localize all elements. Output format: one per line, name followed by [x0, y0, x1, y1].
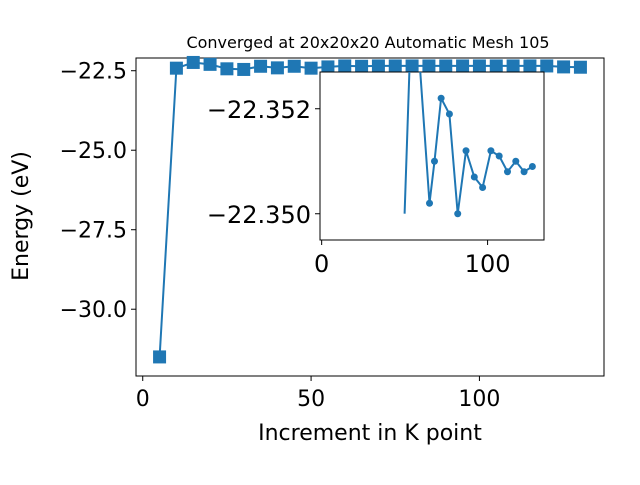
main-y-tick-label: −27.5 [60, 219, 127, 244]
inset-data-point [430, 157, 438, 165]
main-data-point [371, 59, 385, 73]
inset-data-point [495, 152, 503, 160]
main-data-point [186, 55, 200, 69]
inset-data-point [520, 168, 528, 176]
main-x-tick-label: 100 [458, 387, 500, 412]
main-data-point [270, 61, 284, 75]
inset-data-point [462, 147, 470, 155]
main-ticks: 0 50 100 −30.0 −27.5 −25.0 −22.5 [60, 60, 501, 412]
main-data-point [237, 62, 251, 76]
x-axis-label: Increment in K point [258, 421, 482, 446]
main-data-point [456, 59, 470, 73]
inset-y-tick-label: −22.350 [207, 201, 311, 229]
inset-data-point [487, 147, 495, 155]
main-data-point [557, 60, 571, 74]
main-x-tick-label: 0 [136, 387, 150, 412]
inset-plot-frame [319, 71, 545, 241]
main-y-tick-label: −25.0 [60, 139, 127, 164]
main-data-point [472, 59, 486, 73]
inset-data-point [470, 173, 478, 181]
main-x-tick-label: 50 [297, 387, 325, 412]
inset-x-tick-label: 0 [314, 250, 329, 278]
inset-x-tick-label: 100 [465, 250, 511, 278]
main-data-point [153, 350, 167, 364]
y-axis-label: Energy (eV) [9, 151, 34, 281]
inset-data-point [437, 94, 445, 102]
inset-y-tick-label: −22.352 [207, 96, 311, 124]
main-data-point [422, 59, 436, 73]
inset-data-point [426, 199, 434, 207]
chart-title: Converged at 20x20x20 Automatic Mesh 105 [186, 33, 549, 52]
inset-data-point [512, 157, 520, 165]
main-data-point [304, 61, 318, 75]
main-data-point [405, 59, 419, 73]
main-data-point [523, 59, 537, 73]
main-data-point [573, 60, 587, 74]
inset-series-line [403, 72, 533, 214]
main-data-point [321, 60, 335, 74]
main-data-point [506, 59, 520, 73]
inset-ticks: 0 100 −22.350 −22.352 [207, 96, 511, 278]
inset-axes: 0 100 −22.350 −22.352 [207, 71, 545, 278]
inset-data-point [445, 110, 453, 118]
main-data-point [439, 59, 453, 73]
inset-data-point [479, 184, 487, 191]
main-data-point [169, 61, 183, 75]
main-data-point [203, 57, 217, 71]
main-data-point [540, 59, 554, 73]
main-data-point [287, 59, 301, 73]
main-data-point [355, 59, 369, 73]
inset-series [403, 72, 536, 218]
main-data-point [220, 62, 234, 76]
main-y-tick-label: −22.5 [60, 60, 127, 85]
inset-data-point [528, 163, 536, 170]
main-data-point [338, 59, 352, 73]
main-data-point [388, 59, 402, 73]
main-series [153, 55, 587, 364]
inset-data-point [503, 168, 511, 176]
main-data-point [489, 59, 503, 73]
inset-series-group [403, 72, 536, 218]
main-y-tick-label: −30.0 [60, 298, 127, 323]
inset-data-point [454, 210, 462, 218]
main-data-point [254, 59, 268, 73]
